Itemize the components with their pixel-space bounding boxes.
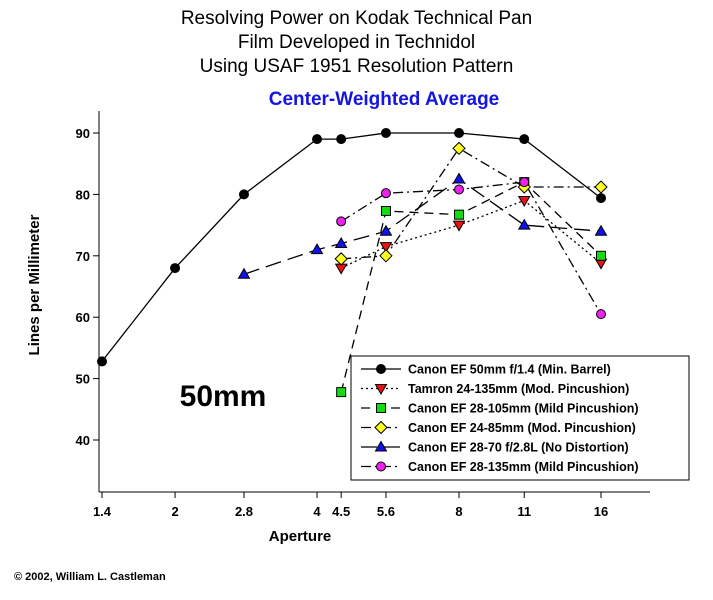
data-point xyxy=(97,356,107,367)
data-point xyxy=(336,387,347,398)
x-tick-label: 16 xyxy=(594,504,608,519)
data-point xyxy=(379,249,393,263)
data-point xyxy=(517,218,531,230)
data-point xyxy=(594,224,608,236)
data-point xyxy=(238,189,249,200)
legend: Canon EF 50mm f/1.4 (Min. Barrel) Tamron … xyxy=(350,355,690,481)
legend-marker xyxy=(374,384,388,395)
data-point xyxy=(380,128,391,138)
legend-label: Canon EF 24-85mm (Mod. Pincushion) xyxy=(408,421,636,435)
chart-subtitle: Center-Weighted Average xyxy=(268,89,500,110)
legend-marker xyxy=(376,364,386,374)
chart-annotation: 50mm xyxy=(180,380,267,413)
legend-item: Canon EF 28-135mm (Mild Pincushion) xyxy=(361,460,639,474)
legend-marker xyxy=(374,420,388,435)
data-point xyxy=(334,237,348,249)
legend-label: Canon EF 28-135mm (Mild Pincushion) xyxy=(408,460,639,474)
y-tick-label: 60 xyxy=(76,310,90,325)
data-point xyxy=(380,205,391,216)
x-tick-label: 8 xyxy=(455,504,462,519)
x-tick-label: 1.4 xyxy=(93,504,112,519)
series-5 xyxy=(237,172,608,279)
x-tick-label: 2 xyxy=(171,504,178,519)
x-tick-label: 11 xyxy=(517,504,531,519)
legend-label: Canon EF 28-105mm (Mild Pincushion) xyxy=(408,402,639,416)
series-layer xyxy=(97,128,608,398)
data-point xyxy=(312,134,323,145)
data-point xyxy=(334,252,348,266)
y-tick-label: 50 xyxy=(76,372,90,387)
legend-label: Canon EF 28-70 f/2.8L (No Distortion) xyxy=(408,441,629,455)
data-point xyxy=(237,267,251,279)
legend-box xyxy=(350,355,690,481)
axes: 40 50 60 70 80 90 1.4 2 2.8 4 4.5 5.6 8 11 16 Aperture L… xyxy=(26,111,650,545)
series-line xyxy=(101,132,602,362)
data-point xyxy=(519,177,530,188)
legend-item: Canon EF 24-85mm (Mod. Pincushion) xyxy=(361,420,636,435)
data-point xyxy=(454,128,465,138)
data-point xyxy=(379,224,393,236)
legend-marker xyxy=(376,403,386,413)
data-point xyxy=(380,188,391,199)
x-tick-label: 2.8 xyxy=(235,504,253,519)
data-point xyxy=(594,180,608,194)
y-tick-label: 70 xyxy=(76,249,90,264)
data-point xyxy=(454,209,465,220)
data-point xyxy=(596,193,606,204)
y-tick-label: 40 xyxy=(76,433,90,448)
copyright-notice: © 2002, William L. Castleman xyxy=(14,571,166,583)
chart-title-line-2: Film Developed in Technidol xyxy=(237,32,476,53)
data-point xyxy=(452,220,466,232)
data-point xyxy=(379,242,393,254)
data-point xyxy=(310,243,324,255)
x-axis-label: Aperture xyxy=(269,528,332,545)
legend-item: Tamron 24-135mm (Mod. Pincushion) xyxy=(361,382,629,396)
x-tick-label: 4 xyxy=(313,504,321,519)
y-tick-label: 90 xyxy=(76,126,90,141)
y-axis-label: Lines per Millimeter xyxy=(26,214,43,355)
legend-marker xyxy=(376,461,386,472)
series-4 xyxy=(334,141,608,266)
series-line xyxy=(243,178,602,275)
series-line xyxy=(340,181,602,315)
x-tick-label: 4.5 xyxy=(332,504,350,519)
legend-item: Canon EF 28-70 f/2.8L (No Distortion) xyxy=(361,441,629,455)
chart-title-line-1: Resolving Power on Kodak Technical Pan xyxy=(180,8,533,29)
legend-label: Tamron 24-135mm (Mod. Pincushion) xyxy=(408,382,629,396)
data-point xyxy=(336,134,347,145)
x-tick-label: 5.6 xyxy=(377,504,395,519)
legend-item: Canon EF 50mm f/1.4 (Min. Barrel) xyxy=(361,363,611,377)
data-point xyxy=(452,172,466,184)
data-point xyxy=(517,196,531,208)
series-line xyxy=(340,199,602,269)
legend-marker xyxy=(374,440,388,452)
series-2 xyxy=(334,196,608,275)
chart-title-line-3: Using USAF 1951 Resolution Pattern xyxy=(199,56,514,77)
data-point xyxy=(336,216,347,227)
data-point xyxy=(596,309,606,320)
series-1 xyxy=(97,128,606,367)
data-point xyxy=(452,141,466,156)
legend-item: Canon EF 28-105mm (Mild Pincushion) xyxy=(361,402,639,416)
data-point xyxy=(519,134,530,145)
data-point xyxy=(596,250,606,261)
series-3 xyxy=(336,177,606,398)
data-point xyxy=(170,263,181,274)
data-point xyxy=(454,184,465,195)
series-6 xyxy=(336,177,606,320)
legend-label: Canon EF 50mm f/1.4 (Min. Barrel) xyxy=(408,363,611,377)
y-tick-label: 80 xyxy=(76,187,90,202)
